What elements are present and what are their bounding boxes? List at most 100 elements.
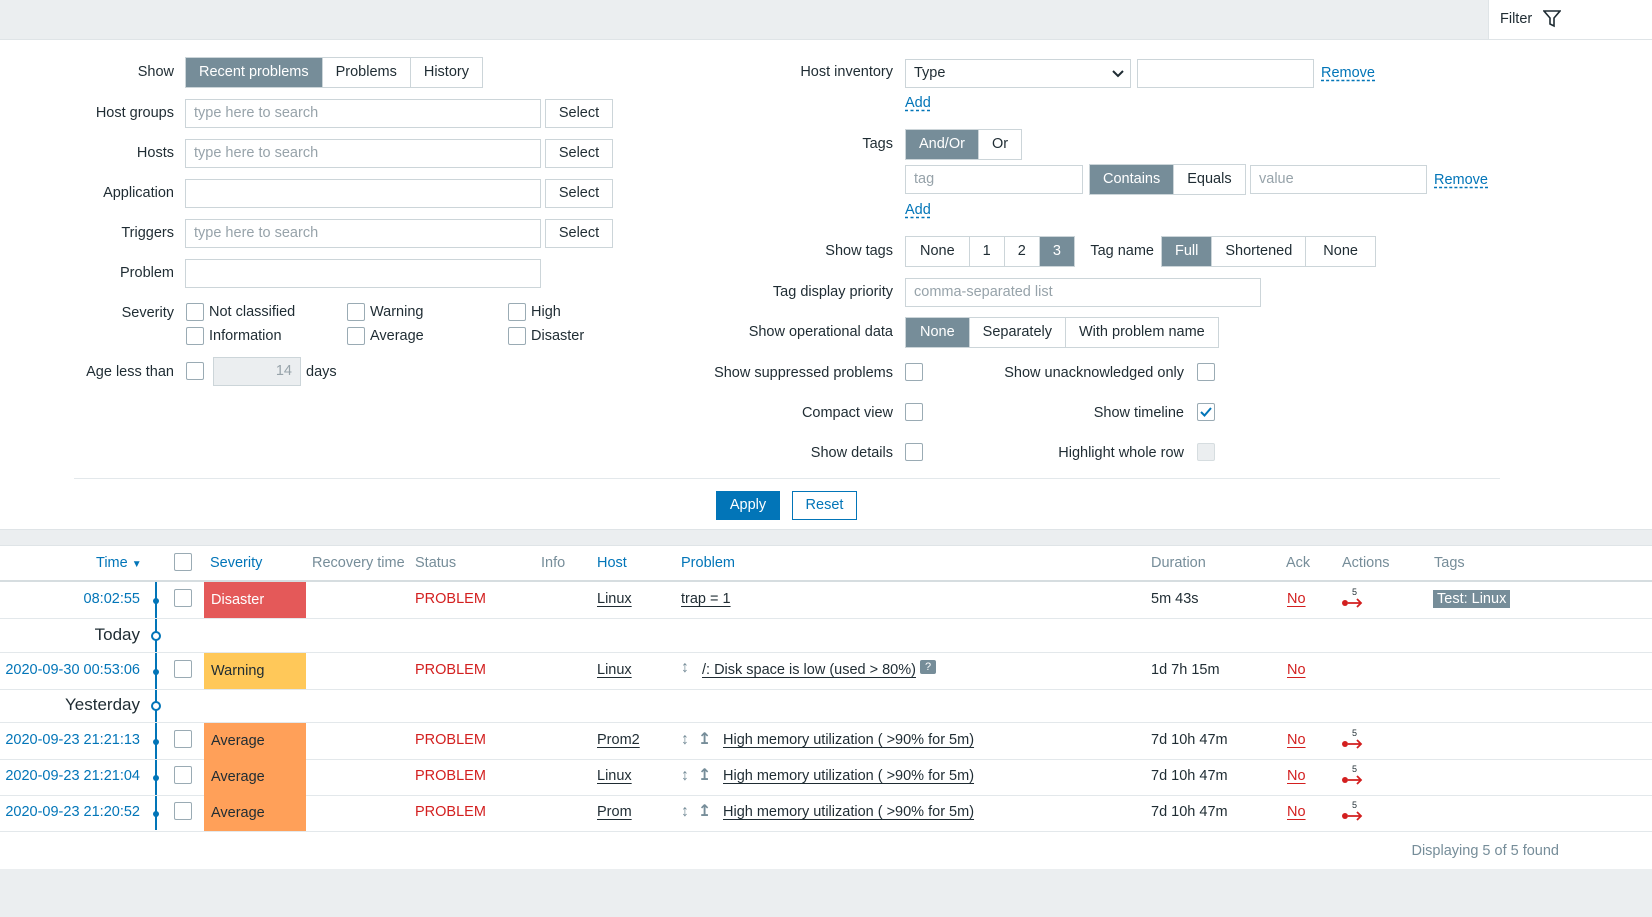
host-groups-select-button[interactable]: Select [545, 99, 613, 128]
compact-view-checkbox[interactable] [905, 403, 923, 421]
triggers-select-button[interactable]: Select [545, 219, 613, 248]
row-problem[interactable]: /: Disk space is low (used > 80%) [702, 662, 916, 678]
age-checkbox[interactable] [186, 362, 204, 380]
apply-button[interactable]: Apply [716, 491, 780, 520]
info-hint-icon[interactable]: ? [920, 660, 937, 674]
show-tags-3[interactable]: 3 [1039, 237, 1074, 266]
row-host[interactable]: Prom2 [597, 732, 640, 748]
reset-button[interactable]: Reset [792, 491, 857, 520]
severity-warning-checkbox[interactable] [347, 303, 365, 321]
row-checkbox[interactable] [174, 802, 192, 820]
severity-average-checkbox[interactable] [347, 327, 365, 345]
operational-with-problem-name[interactable]: With problem name [1079, 324, 1205, 340]
filter-panel: Show Recent problems Problems History Ho… [0, 39, 1652, 530]
unack-checkbox[interactable] [1197, 363, 1215, 381]
header-problem[interactable]: Problem [681, 555, 735, 571]
actions-icon[interactable]: 5 [1342, 728, 1364, 751]
age-days-input[interactable]: 14 [213, 357, 301, 386]
header-host[interactable]: Host [597, 555, 627, 571]
show-recent-problems[interactable]: Recent problems [186, 58, 323, 87]
filter-tab[interactable]: Filter [1488, 0, 1652, 40]
select-all-checkbox[interactable] [174, 553, 192, 571]
row-ack[interactable]: No [1287, 768, 1306, 784]
actions-icon[interactable]: 5 [1342, 764, 1364, 787]
application-input[interactable] [185, 179, 541, 208]
tag-name-shortened[interactable]: Shortened [1212, 237, 1307, 266]
row-checkbox[interactable] [174, 589, 192, 607]
row-ack[interactable]: No [1287, 662, 1306, 678]
actions-icon[interactable]: 5 [1342, 587, 1364, 610]
show-details-checkbox[interactable] [905, 443, 923, 461]
host-inventory-value-input[interactable] [1137, 59, 1314, 88]
application-select-button[interactable]: Select [545, 179, 613, 208]
host-inventory-add-link[interactable]: Add [905, 95, 931, 111]
host-inventory-field-select[interactable]: Type [905, 59, 1131, 88]
row-ack[interactable]: No [1287, 804, 1306, 820]
tag-remove-link[interactable]: Remove [1434, 172, 1488, 188]
row-status: PROBLEM [415, 804, 486, 820]
severity-disaster-checkbox[interactable] [508, 327, 526, 345]
host-groups-input[interactable]: type here to search [185, 99, 541, 128]
row-time[interactable]: 08:02:55 [83, 591, 140, 607]
header-actions: Actions [1342, 555, 1390, 571]
row-problem[interactable]: High memory utilization ( >90% for 5m) [723, 768, 975, 784]
show-tags-1[interactable]: 1 [970, 237, 1005, 266]
triggers-input[interactable]: type here to search [185, 219, 541, 248]
row-checkbox[interactable] [174, 730, 192, 748]
tag-name-none[interactable]: None [1323, 243, 1358, 259]
actions-icon[interactable]: 5 [1342, 800, 1364, 823]
hosts-select-button[interactable]: Select [545, 139, 613, 168]
show-tags-none[interactable]: None [906, 237, 970, 266]
host-inventory-remove-link[interactable]: Remove [1321, 65, 1375, 81]
row-time[interactable]: 2020-09-23 21:21:04 [5, 768, 140, 784]
row-duration: 7d 10h 47m [1151, 804, 1228, 820]
tag-priority-input[interactable]: comma-separated list [905, 278, 1261, 307]
severity-average-label: Average [370, 328, 424, 344]
row-checkbox[interactable] [174, 766, 192, 784]
tag-badge[interactable]: Test: Linux [1433, 590, 1511, 608]
table-row: 2020-09-23 21:20:52 Average PROBLEM Prom… [0, 795, 1652, 831]
row-ack[interactable]: No [1287, 591, 1306, 607]
row-checkbox[interactable] [174, 660, 192, 678]
show-tags-2[interactable]: 2 [1005, 237, 1040, 266]
tag-value-input[interactable]: value [1250, 165, 1427, 194]
operational-none[interactable]: None [906, 318, 970, 347]
tag-name-input[interactable]: tag [905, 165, 1083, 194]
row-host[interactable]: Linux [597, 591, 632, 607]
header-time[interactable]: Time ▼ [96, 555, 142, 571]
row-problem[interactable]: High memory utilization ( >90% for 5m) [723, 804, 975, 820]
header-severity[interactable]: Severity [210, 555, 263, 571]
severity-high-checkbox[interactable] [508, 303, 526, 321]
show-timeline-checkbox[interactable] [1197, 403, 1215, 421]
row-time[interactable]: 2020-09-30 00:53:06 [5, 662, 140, 678]
row-divider [0, 722, 1652, 723]
severity-information-checkbox[interactable] [186, 327, 204, 345]
operational-separately[interactable]: Separately [970, 318, 1066, 347]
severity-not-classified-checkbox[interactable] [186, 303, 204, 321]
tag-operator-toggle: Contains Equals [1089, 164, 1246, 195]
problem-input[interactable] [185, 259, 541, 288]
tag-operator-equals[interactable]: Equals [1187, 171, 1232, 187]
row-host[interactable]: Linux [597, 768, 632, 784]
tags-mode-andor[interactable]: And/Or [906, 130, 979, 159]
tags-mode-or[interactable]: Or [991, 136, 1009, 152]
hosts-input[interactable]: type here to search [185, 139, 541, 168]
tag-name-full[interactable]: Full [1162, 237, 1213, 266]
tag-operator-contains[interactable]: Contains [1090, 165, 1175, 194]
row-time[interactable]: 2020-09-23 21:20:52 [5, 804, 140, 820]
row-time[interactable]: 2020-09-23 21:21:13 [5, 732, 140, 748]
severity-badge: Disaster [204, 582, 306, 618]
row-host[interactable]: Linux [597, 662, 632, 678]
dependency-icon: ↕ ↥ [681, 767, 712, 784]
highlight-row-label: Highlight whole row [1058, 445, 1184, 461]
row-problem[interactable]: High memory utilization ( >90% for 5m) [723, 732, 975, 748]
row-host[interactable]: Prom [597, 804, 632, 820]
show-history[interactable]: History [423, 64, 469, 80]
suppressed-checkbox[interactable] [905, 363, 923, 381]
show-problems[interactable]: Problems [323, 58, 411, 87]
row-problem[interactable]: trap = 1 [681, 591, 731, 607]
row-ack[interactable]: No [1287, 732, 1306, 748]
highlight-row-checkbox [1197, 443, 1215, 461]
tag-add-link[interactable]: Add [905, 202, 931, 218]
timeline-dot [153, 669, 159, 675]
